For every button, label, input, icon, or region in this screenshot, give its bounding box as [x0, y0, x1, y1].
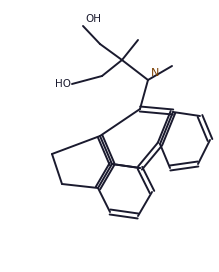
Text: HO: HO	[55, 79, 71, 89]
Text: N: N	[151, 68, 159, 78]
Text: OH: OH	[85, 14, 101, 24]
